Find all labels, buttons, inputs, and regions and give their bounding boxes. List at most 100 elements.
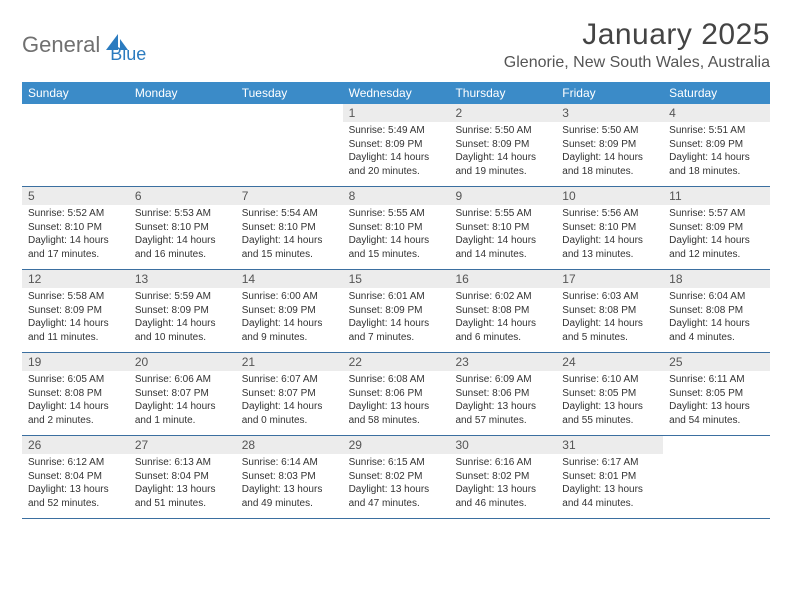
day-detail-line: and 51 minutes. [135,497,230,511]
day-details: Sunrise: 5:51 AMSunset: 8:09 PMDaylight:… [663,122,770,182]
day-detail-line: Sunset: 8:09 PM [455,138,550,152]
day-detail-line: Daylight: 14 hours [455,151,550,165]
day-detail-line: Sunset: 8:09 PM [28,304,123,318]
header: General Blue January 2025 Glenorie, New … [22,18,770,72]
day-detail-line: Sunset: 8:03 PM [242,470,337,484]
day-detail-line: Daylight: 14 hours [562,317,657,331]
day-detail-line: Sunset: 8:02 PM [455,470,550,484]
day-detail-line: Sunrise: 6:05 AM [28,373,123,387]
day-details: Sunrise: 5:52 AMSunset: 8:10 PMDaylight:… [22,205,129,265]
date-number: 3 [556,104,663,122]
day-of-week-cell: Friday [556,82,663,104]
day-detail-line: and 19 minutes. [455,165,550,179]
logo-text-general: General [22,32,100,58]
day-detail-line: and 52 minutes. [28,497,123,511]
day-detail-line: Sunset: 8:08 PM [562,304,657,318]
day-detail-line: Sunset: 8:10 PM [242,221,337,235]
day-detail-line: Sunrise: 6:13 AM [135,456,230,470]
date-number: 9 [449,187,556,205]
day-detail-line: Daylight: 13 hours [242,483,337,497]
day-detail-line: Sunset: 8:09 PM [669,221,764,235]
date-number: 31 [556,436,663,454]
calendar-day: 5Sunrise: 5:52 AMSunset: 8:10 PMDaylight… [22,187,129,269]
calendar-day: 12Sunrise: 5:58 AMSunset: 8:09 PMDayligh… [22,270,129,352]
day-detail-line: and 54 minutes. [669,414,764,428]
date-number: 2 [449,104,556,122]
day-detail-line: and 16 minutes. [135,248,230,262]
calendar-day: 9Sunrise: 5:55 AMSunset: 8:10 PMDaylight… [449,187,556,269]
calendar-day: 28Sunrise: 6:14 AMSunset: 8:03 PMDayligh… [236,436,343,518]
day-detail-line: Sunset: 8:10 PM [28,221,123,235]
day-details: Sunrise: 6:06 AMSunset: 8:07 PMDaylight:… [129,371,236,431]
date-number: 17 [556,270,663,288]
day-detail-line: Sunset: 8:08 PM [455,304,550,318]
day-of-week-cell: Thursday [449,82,556,104]
day-details: Sunrise: 5:55 AMSunset: 8:10 PMDaylight:… [343,205,450,265]
date-number: 24 [556,353,663,371]
day-detail-line: Sunset: 8:01 PM [562,470,657,484]
day-of-week-cell: Saturday [663,82,770,104]
day-details: Sunrise: 5:53 AMSunset: 8:10 PMDaylight:… [129,205,236,265]
calendar-day [129,104,236,186]
calendar-day: 22Sunrise: 6:08 AMSunset: 8:06 PMDayligh… [343,353,450,435]
day-detail-line: and 10 minutes. [135,331,230,345]
day-detail-line: Sunset: 8:02 PM [349,470,444,484]
day-details: Sunrise: 6:00 AMSunset: 8:09 PMDaylight:… [236,288,343,348]
day-detail-line: Daylight: 14 hours [135,317,230,331]
day-detail-line: Sunset: 8:04 PM [28,470,123,484]
calendar-day: 10Sunrise: 5:56 AMSunset: 8:10 PMDayligh… [556,187,663,269]
day-details: Sunrise: 6:10 AMSunset: 8:05 PMDaylight:… [556,371,663,431]
day-detail-line: Sunrise: 5:50 AM [455,124,550,138]
day-detail-line: Sunset: 8:09 PM [349,138,444,152]
day-details [22,122,129,128]
calendar-week: 12Sunrise: 5:58 AMSunset: 8:09 PMDayligh… [22,270,770,353]
page-title: January 2025 [504,18,770,52]
date-number: 10 [556,187,663,205]
day-detail-line: Daylight: 13 hours [28,483,123,497]
day-detail-line: Daylight: 13 hours [455,400,550,414]
day-detail-line: Daylight: 14 hours [455,317,550,331]
day-details: Sunrise: 5:49 AMSunset: 8:09 PMDaylight:… [343,122,450,182]
day-details [236,122,343,128]
day-details: Sunrise: 5:54 AMSunset: 8:10 PMDaylight:… [236,205,343,265]
day-detail-line: Daylight: 14 hours [242,400,337,414]
day-detail-line: Daylight: 14 hours [669,234,764,248]
calendar-day: 2 Sunrise: 5:50 AMSunset: 8:09 PMDaylight… [449,104,556,186]
day-detail-line: Sunrise: 5:56 AM [562,207,657,221]
day-detail-line: Sunrise: 6:01 AM [349,290,444,304]
date-number: 30 [449,436,556,454]
date-number: 16 [449,270,556,288]
day-details: Sunrise: 6:11 AMSunset: 8:05 PMDaylight:… [663,371,770,431]
day-detail-line: Sunset: 8:08 PM [28,387,123,401]
day-detail-line: and 13 minutes. [562,248,657,262]
day-of-week-cell: Monday [129,82,236,104]
calendar-day: 21Sunrise: 6:07 AMSunset: 8:07 PMDayligh… [236,353,343,435]
calendar-day: 26Sunrise: 6:12 AMSunset: 8:04 PMDayligh… [22,436,129,518]
day-detail-line: Sunrise: 5:57 AM [669,207,764,221]
date-number: 11 [663,187,770,205]
day-detail-line: Sunrise: 6:12 AM [28,456,123,470]
day-detail-line: Sunrise: 6:10 AM [562,373,657,387]
day-details: Sunrise: 6:07 AMSunset: 8:07 PMDaylight:… [236,371,343,431]
date-number [22,104,129,122]
day-detail-line: Sunset: 8:07 PM [135,387,230,401]
day-details: Sunrise: 5:58 AMSunset: 8:09 PMDaylight:… [22,288,129,348]
day-detail-line: Sunrise: 6:17 AM [562,456,657,470]
day-detail-line: Sunrise: 6:08 AM [349,373,444,387]
day-detail-line: Sunset: 8:10 PM [562,221,657,235]
day-detail-line: and 57 minutes. [455,414,550,428]
calendar-day: 11 Sunrise: 5:57 AMSunset: 8:09 PMDayligh… [663,187,770,269]
day-detail-line: Sunrise: 5:54 AM [242,207,337,221]
calendar-day: 13Sunrise: 5:59 AMSunset: 8:09 PMDayligh… [129,270,236,352]
day-detail-line: Daylight: 14 hours [242,317,337,331]
day-detail-line: and 18 minutes. [669,165,764,179]
day-details: Sunrise: 6:09 AMSunset: 8:06 PMDaylight:… [449,371,556,431]
day-detail-line: Daylight: 13 hours [562,400,657,414]
day-details: Sunrise: 5:55 AMSunset: 8:10 PMDaylight:… [449,205,556,265]
calendar-body: 1Sunrise: 5:49 AMSunset: 8:09 PMDaylight… [22,104,770,519]
calendar-week: 26Sunrise: 6:12 AMSunset: 8:04 PMDayligh… [22,436,770,519]
day-detail-line: Sunrise: 6:02 AM [455,290,550,304]
day-detail-line: and 58 minutes. [349,414,444,428]
day-detail-line: Daylight: 14 hours [669,317,764,331]
day-detail-line: Sunset: 8:09 PM [242,304,337,318]
